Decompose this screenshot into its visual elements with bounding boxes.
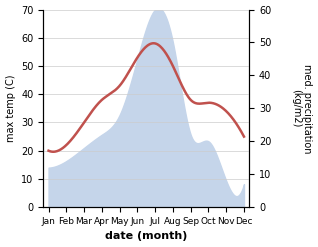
X-axis label: date (month): date (month) [105,231,187,242]
Y-axis label: med. precipitation
(kg/m2): med. precipitation (kg/m2) [291,64,313,153]
Y-axis label: max temp (C): max temp (C) [5,75,16,142]
